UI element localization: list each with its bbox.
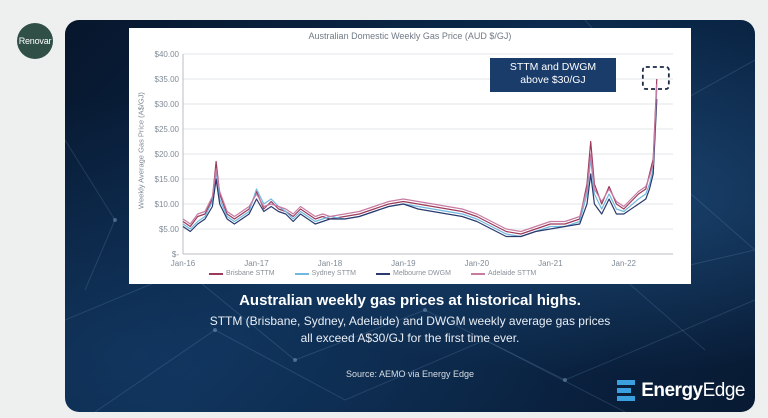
logo-word-bold: Energy	[641, 380, 703, 401]
legend-label: Adelaide STTM	[487, 270, 537, 277]
legend-swatch	[294, 272, 309, 275]
highlight-box	[641, 66, 670, 90]
series-line	[182, 98, 658, 238]
x-tick-label: Jan-22	[612, 259, 637, 268]
y-tick-label: $30.00	[155, 100, 180, 109]
y-tick-label: $5.00	[159, 225, 180, 234]
legend-item: Sydney STTM	[294, 270, 356, 277]
x-tick-label: Jan-17	[244, 259, 269, 268]
series-line	[182, 88, 658, 238]
chart-panel: Australian Domestic Weekly Gas Price (AU…	[129, 28, 691, 284]
legend-swatch	[209, 272, 223, 275]
legend-swatch	[375, 272, 390, 275]
y-tick-label: $25.00	[155, 125, 180, 134]
legend-label: Sydney STTM	[311, 270, 356, 277]
y-tick-label: $40.00	[155, 50, 180, 59]
x-tick-label: Jan-18	[318, 259, 343, 268]
energyedge-mark-icon	[617, 380, 636, 401]
callout-line-2: above $30/GJ	[520, 74, 586, 86]
annotation-callout: STTM and DWGM above $30/GJ	[490, 58, 616, 92]
y-tick-label: $10.00	[155, 200, 180, 209]
x-tick-label: Jan-21	[538, 259, 563, 268]
y-tick-label: $35.00	[155, 75, 180, 84]
y-tick-label: $-	[172, 250, 179, 259]
x-tick-label: Jan-19	[391, 259, 416, 268]
post-image-card[interactable]: Australian Domestic Weekly Gas Price (AU…	[65, 20, 755, 412]
series-line	[182, 78, 658, 235]
avatar-label: Renovar	[18, 36, 52, 46]
series-line	[182, 83, 658, 233]
y-tick-label: $20.00	[155, 150, 180, 159]
legend-item: Brisbane STTM	[209, 270, 275, 277]
logo-word-light: Edge	[702, 380, 746, 401]
legend-label: Melbourne DWGM	[392, 270, 451, 277]
source-credit: Source: AEMO via Energy Edge	[345, 369, 475, 379]
x-tick-label: Jan-20	[465, 259, 490, 268]
callout-line-1: STTM and DWGM	[509, 61, 597, 73]
legend-swatch	[470, 272, 485, 275]
logo-wordmark: EnergyEdge	[641, 380, 745, 402]
post-headline: Australian weekly gas prices at historic…	[239, 292, 581, 309]
chart-title: Australian Domestic Weekly Gas Price (AU…	[308, 31, 512, 41]
legend-label: Brisbane STTM	[226, 270, 275, 277]
post-subtext: STTM (Brisbane, Sydney, Adelaide) and DW…	[65, 313, 755, 347]
x-tick-label: Jan-16	[171, 259, 196, 268]
avatar[interactable]: Renovar	[17, 23, 53, 59]
y-tick-label: $15.00	[155, 175, 180, 184]
energyedge-logo: EnergyEdge	[615, 378, 746, 404]
post-subtext-line-2: all exceed A$30/GJ for the first time ev…	[300, 331, 520, 345]
legend-item: Melbourne DWGM	[375, 270, 451, 277]
post-subtext-line-1: STTM (Brisbane, Sydney, Adelaide) and DW…	[209, 314, 611, 328]
chart-legend: Brisbane STTM Sydney STTM Melbourne DWGM Ad…	[209, 270, 536, 277]
legend-item: Adelaide STTM	[470, 270, 537, 277]
